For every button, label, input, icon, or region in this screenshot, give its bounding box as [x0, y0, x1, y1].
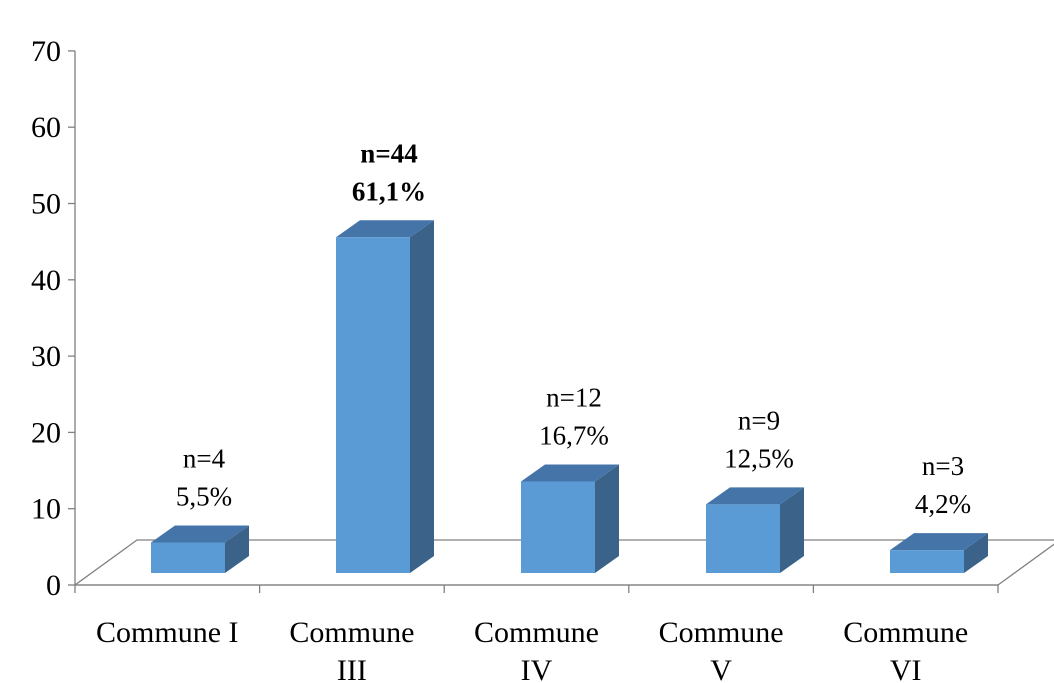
y-tick-label: 60	[31, 111, 61, 144]
y-tick-label: 40	[31, 264, 61, 297]
x-category-label: III	[337, 654, 367, 683]
bar-side	[410, 220, 434, 573]
data-label: n=4	[183, 443, 226, 473]
y-tick-label: 10	[31, 493, 61, 526]
y-tick-label: 30	[31, 340, 61, 373]
bar-top	[151, 525, 249, 543]
y-tick-label: 20	[31, 416, 61, 449]
data-label: n=3	[922, 451, 964, 481]
x-axis: Commune I Commune III Commune IV Commune V Comm…	[74, 584, 999, 683]
bar	[890, 550, 964, 573]
data-label: n=44	[360, 138, 417, 168]
bar-side	[780, 487, 804, 573]
bar-top	[336, 220, 434, 238]
x-category-label: VI	[890, 654, 922, 683]
y-tick-label: 50	[31, 188, 61, 221]
y-tick-label: 0	[46, 569, 61, 602]
x-category-label: Commune I	[96, 616, 239, 649]
y-axis: 0 10 20 30 40 50 60 70	[31, 35, 76, 602]
data-label: 16,7%	[539, 420, 609, 450]
bar	[151, 542, 225, 573]
bar-side	[595, 464, 619, 573]
bar	[336, 237, 410, 573]
bar	[706, 504, 780, 573]
x-category-label: V	[710, 654, 732, 683]
x-category-label: IV	[521, 654, 553, 683]
y-tick-label: 70	[31, 35, 61, 68]
data-labels: n=4 5,5% n=44 61,1% n=12 16,7% n=9 12,5% n=3 4,2%	[176, 138, 971, 519]
data-label: 5,5%	[176, 481, 232, 511]
x-category-label: Commune	[659, 616, 784, 649]
x-category-label: Commune	[843, 616, 968, 649]
bar-side	[225, 525, 249, 573]
bar-top	[706, 487, 804, 505]
x-category-label: Commune	[289, 616, 414, 649]
data-label: 61,1%	[352, 176, 426, 206]
bar-side	[964, 533, 988, 573]
bar	[521, 481, 595, 573]
data-label: 12,5%	[724, 443, 794, 473]
data-label: n=9	[738, 405, 780, 435]
data-label: n=12	[546, 382, 602, 412]
bars	[151, 220, 988, 573]
bar-top	[890, 533, 988, 551]
data-label: 4,2%	[915, 489, 971, 519]
x-category-label: Commune	[474, 616, 599, 649]
bar-top	[521, 464, 619, 482]
